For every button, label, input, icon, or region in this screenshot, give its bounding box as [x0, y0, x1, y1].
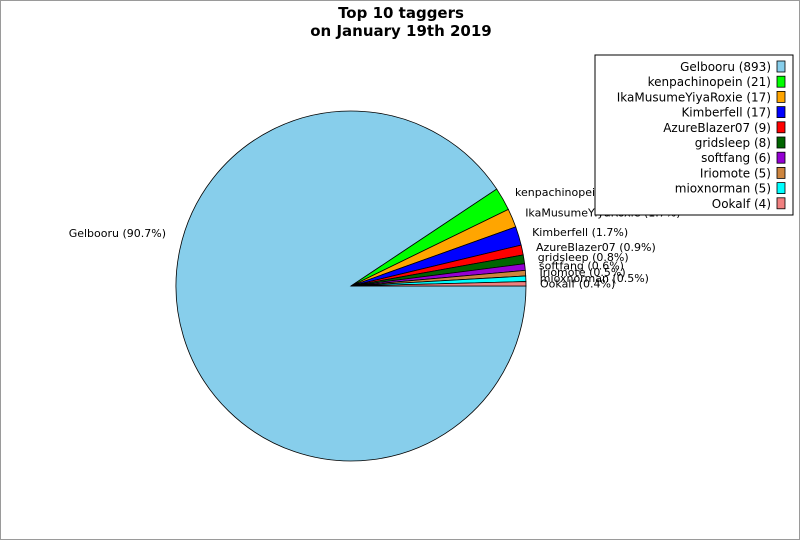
legend-swatch-2 — [776, 91, 786, 103]
legend-entry-8: mioxnorman (5) — [675, 182, 771, 196]
slice-label-6: softfang (0.6%) — [539, 260, 624, 273]
pie-slices — [175, 110, 527, 462]
chart-title-line-1: Top 10 taggers — [338, 4, 464, 22]
slice-label-0: Gelbooru (90.7%) — [69, 227, 166, 240]
chart-title: Top 10 taggers on January 19th 2019 — [1, 4, 800, 40]
legend-entry-2: IkaMusumeYiyaRoxie (17) — [617, 90, 771, 104]
legend-entry-9: Ookalf (4) — [712, 197, 771, 211]
legend-swatch-1 — [776, 75, 786, 88]
legend-entry-6: softfang (6) — [701, 151, 771, 165]
legend-entry-7: Iriomote (5) — [700, 166, 771, 180]
slice-label-5: gridsleep (0.8%) — [538, 251, 629, 264]
legend-swatch-0 — [776, 60, 786, 73]
legend-swatch-6 — [776, 151, 786, 164]
pie-slice-9 — [350, 281, 527, 287]
legend-swatch-5 — [776, 136, 786, 149]
legend-entry-1: kenpachinopein (21) — [648, 75, 771, 89]
legend-entry-4: AzureBlazer07 (9) — [663, 121, 771, 135]
legend-entry-5: gridsleep (8) — [695, 136, 771, 150]
legend-entry-0: Gelbooru (893) — [680, 60, 771, 74]
slice-label-7: Iriomote (0.5%) — [540, 266, 626, 279]
legend-swatch-8 — [776, 182, 786, 195]
slice-label-8: mioxnorman (0.5%) — [540, 272, 649, 285]
legend-entry-3: Kimberfell (17) — [681, 106, 771, 120]
legend-swatch-7 — [776, 166, 786, 179]
legend-box — [594, 54, 794, 216]
slice-labels: Gelbooru (90.7%)kenpachinopein (2.1%)Ika… — [69, 186, 681, 291]
slice-label-9: Ookalf (0.4%) — [540, 278, 615, 291]
legend-swatch-3 — [776, 106, 786, 118]
legend-swatch-9 — [776, 197, 786, 210]
legend-swatch-4 — [776, 121, 786, 134]
slice-label-3: Kimberfell (1.7%) — [532, 226, 628, 239]
chart-title-line-2: on January 19th 2019 — [310, 22, 492, 40]
legend: Gelbooru (893)kenpachinopein (21)IkaMusu… — [594, 54, 794, 216]
slice-label-4: AzureBlazer07 (0.9%) — [536, 241, 656, 254]
